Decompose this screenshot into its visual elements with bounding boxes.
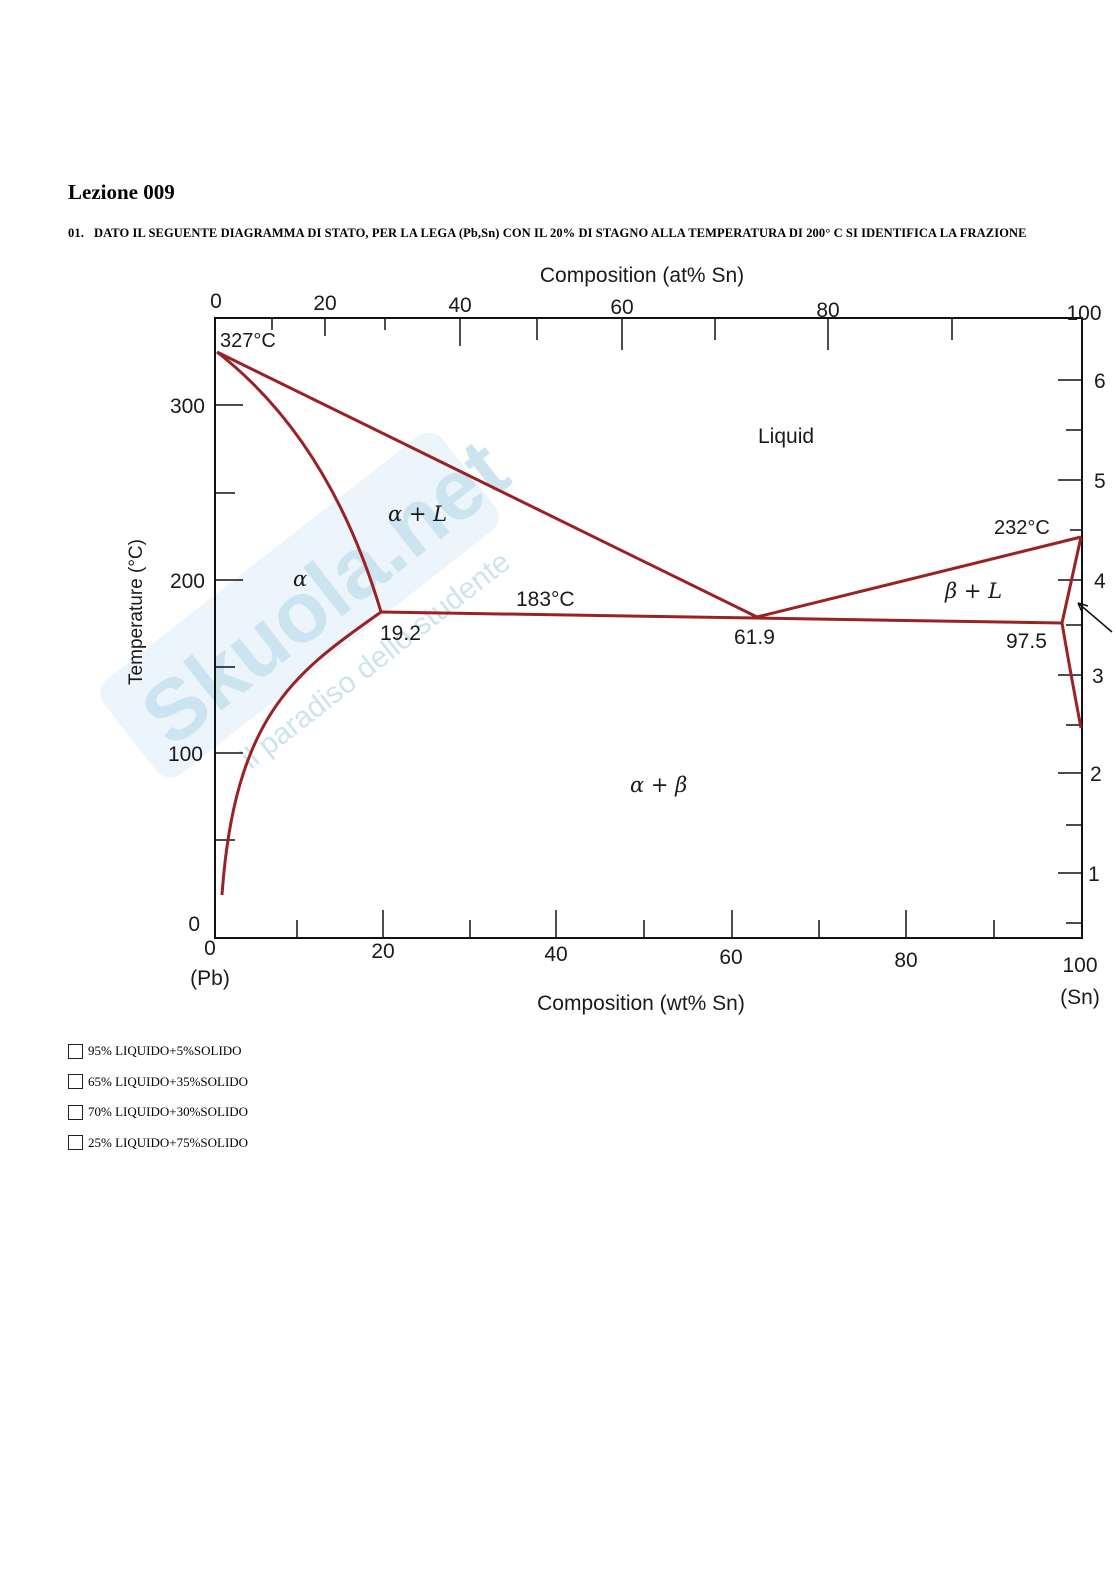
right-tick-label: 3 [1092, 665, 1104, 688]
answer-option: 25% LIQUIDO+75%SOLIDO [68, 1134, 248, 1152]
left-tick-label: 200 [170, 570, 205, 593]
bottom-tick-label: 80 [894, 949, 917, 972]
answer-option: 95% LIQUIDO+5%SOLIDO [68, 1042, 248, 1060]
answer-checkbox[interactable] [68, 1104, 83, 1120]
liquidus-left [216, 350, 758, 619]
answer-label: 25% LIQUIDO+75%SOLIDO [88, 1134, 249, 1150]
top-tick-label: 60 [610, 296, 633, 319]
beta-plus-liquid-region-label: β + L [944, 579, 1002, 603]
top-tick-label: 100 [1066, 302, 1101, 325]
sn-end-label: (Sn) [1060, 986, 1100, 1009]
question-text: DATO IL SEGUENTE DIAGRAMMA DI STATO, PER… [93, 226, 1027, 240]
left-tick-label: 300 [170, 395, 205, 418]
alpha-plus-liquid-region-label: α + L [388, 502, 447, 526]
eutectic-composition-label: 61.9 [734, 626, 775, 649]
pb-melting-point-label: 327°C [220, 330, 276, 352]
eutectic-isotherm [380, 610, 1063, 625]
solidus-beta [1060, 536, 1083, 624]
solvus-beta [1060, 622, 1083, 729]
alpha-region-label: α [293, 567, 307, 591]
right-tick-label: 1 [1088, 863, 1100, 886]
right-tick-label: 2 [1090, 763, 1102, 786]
solidus-alpha [216, 350, 383, 613]
answer-label: 65% LIQUIDO+35%SOLIDO [88, 1073, 249, 1089]
phase-boundaries [216, 350, 1083, 896]
beta-solubility-label: 97.5 [1006, 630, 1047, 653]
bottom-tick-label: 0 [204, 937, 216, 960]
top-tick-label: 20 [313, 292, 336, 315]
question-number: 01. [68, 226, 84, 240]
bottom-axis-title: Composition (wt% Sn) [537, 992, 745, 1015]
plot-frame [214, 317, 1083, 939]
right-axis-ticks [1058, 379, 1082, 924]
bottom-tick-label: 60 [719, 946, 742, 969]
answer-option: 65% LIQUIDO+35%SOLIDO [68, 1073, 248, 1091]
lesson-title: Lezione 009 [68, 180, 175, 204]
top-tick-label: 40 [448, 294, 471, 317]
bottom-tick-label: 20 [371, 940, 394, 963]
left-axis-title: Temperature (°C) [126, 539, 147, 685]
left-tick-label: 0 [188, 913, 200, 936]
alpha-solubility-label: 19.2 [380, 622, 421, 645]
answer-label: 95% LIQUIDO+5%SOLIDO [88, 1043, 242, 1058]
answer-checkbox[interactable] [68, 1043, 83, 1059]
liquidus-right [756, 535, 1082, 619]
top-axis-title: Composition (at% Sn) [540, 264, 744, 287]
right-tick-label: 6 [1094, 370, 1106, 393]
question-text-line: 01. DATO IL SEGUENTE DIAGRAMMA DI STATO, … [68, 226, 1116, 241]
eutectic-temperature-label: 183°C [516, 588, 575, 611]
solvus-alpha [220, 610, 382, 896]
pb-end-label: (Pb) [190, 967, 230, 990]
right-tick-label: 5 [1094, 470, 1106, 493]
top-tick-label: 0 [210, 290, 222, 313]
liquid-region-label: Liquid [758, 425, 814, 448]
right-tick-label: 4 [1094, 570, 1106, 593]
answer-options: 95% LIQUIDO+5%SOLIDO 65% LIQUIDO+35%SOLI… [68, 1042, 248, 1164]
bottom-tick-label: 40 [544, 943, 567, 966]
answer-checkbox[interactable] [68, 1135, 83, 1150]
phase-diagram: Skuola.net il paradiso dello studente [100, 264, 1113, 1015]
top-axis-ticks [271, 318, 953, 350]
alpha-plus-beta-region-label: α + β [630, 773, 687, 797]
sn-melting-point-label: 232°C [994, 517, 1050, 539]
top-tick-label: 80 [816, 299, 839, 322]
left-axis-ticks [215, 404, 243, 841]
answer-label: 70% LIQUIDO+30%SOLIDO [88, 1104, 249, 1119]
answer-option: 70% LIQUIDO+30%SOLIDO [68, 1103, 248, 1121]
answer-checkbox[interactable] [68, 1074, 83, 1089]
left-tick-label: 100 [168, 743, 203, 766]
beta-region-pointer [1077, 602, 1113, 633]
bottom-axis-ticks [296, 910, 995, 938]
bottom-tick-label: 100 [1062, 954, 1097, 977]
